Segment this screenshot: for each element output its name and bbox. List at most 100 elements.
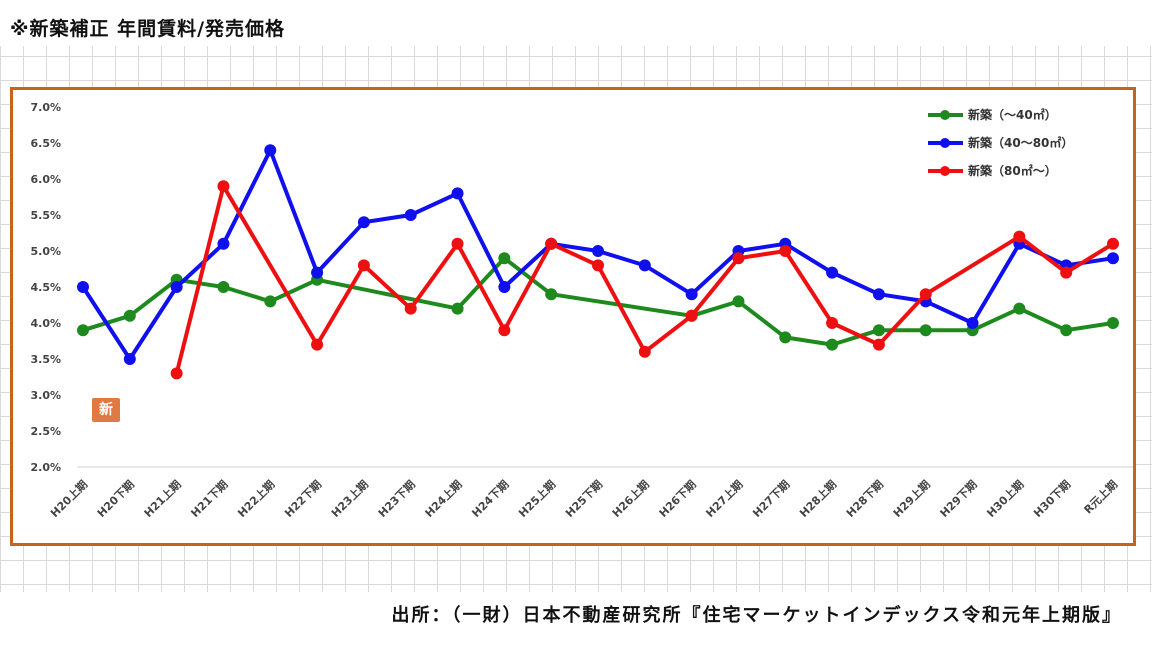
data-point[interactable] [311,266,324,279]
legend: 新築（～40㎡） 新築（40～80㎡） 新築（80㎡～） [928,107,1073,178]
data-point[interactable] [404,302,417,315]
data-point[interactable] [451,302,464,315]
data-point[interactable] [638,259,651,272]
data-point[interactable] [77,281,89,293]
data-point[interactable] [217,180,230,193]
data-point[interactable] [123,353,136,365]
x-tick-label: H27下期 [750,477,793,520]
x-tick-label: H29上期 [890,477,933,520]
x-tick-label: H24上期 [422,477,465,520]
x-tick-label: H26上期 [609,477,652,520]
x-tick-label: H20下期 [94,477,137,520]
data-point[interactable] [826,317,839,329]
page-title: ※新築補正 年間賃料/発売価格 [10,18,286,40]
y-tick-label: 6.5% [30,137,61,150]
data-point[interactable] [685,288,698,301]
title-band [0,0,1152,46]
x-tick-label: H25上期 [516,477,559,520]
data-point[interactable] [77,324,89,337]
legend-marker [940,166,950,176]
x-tick-label: H20上期 [47,477,90,520]
y-tick-label: 7.0% [30,101,61,114]
y-axis: 7.0% 6.5% 6.0% 5.5% 5.0% 4.5% 4.0% 3.5% 3.0% 2.5%… [30,101,1133,474]
data-point[interactable] [1107,237,1119,250]
data-point[interactable] [311,338,324,351]
data-point[interactable] [1060,266,1073,279]
data-point[interactable] [779,331,792,344]
x-tick-label: H26下期 [656,477,699,520]
x-tick-label: H21下期 [188,477,231,520]
y-tick-label: 4.5% [30,281,61,294]
data-point[interactable] [170,367,183,380]
data-point[interactable] [638,345,651,358]
data-point[interactable] [592,259,604,272]
y-tick-label: 2.0% [30,461,61,474]
x-tick-label: H21上期 [141,477,184,520]
data-point[interactable] [1107,317,1119,329]
data-point[interactable] [592,245,604,257]
data-point[interactable] [685,309,698,322]
data-point[interactable] [872,338,885,351]
data-point[interactable] [545,237,558,250]
data-point[interactable] [451,237,464,250]
x-axis: H20上期 H20下期 H21上期 H21下期 H22上期 H22下期 H23上期 H23下期… [47,477,1120,520]
x-tick-label: H23上期 [328,477,371,520]
data-point[interactable] [919,324,932,337]
y-tick-label: 5.0% [30,245,61,258]
data-point[interactable] [872,288,885,301]
x-tick-label: H22下期 [281,477,324,520]
legend-label: 新築（80㎡～） [968,163,1057,178]
legend-marker [940,138,950,148]
data-point[interactable] [872,324,885,337]
y-tick-label: 3.5% [30,353,61,366]
x-tick-label: H30上期 [984,477,1027,520]
y-tick-label: 4.0% [30,317,61,330]
x-tick-label: H30下期 [1031,477,1074,520]
data-point[interactable] [826,338,839,351]
legend-label: 新築（～40㎡） [968,107,1057,122]
chart-frame[interactable]: 7.0% 6.5% 6.0% 5.5% 5.0% 4.5% 4.0% 3.5% 3.0% 2.5%… [10,87,1136,546]
x-tick-label: H23下期 [375,477,418,520]
data-point[interactable] [451,187,464,200]
data-point[interactable] [217,281,230,293]
data-point[interactable] [919,288,932,301]
data-point[interactable] [1013,230,1026,243]
data-point[interactable] [826,266,839,279]
y-tick-label: 2.5% [30,425,61,438]
x-tick-label: H28下期 [843,477,886,520]
x-tick-label: H28上期 [796,477,839,520]
data-point[interactable] [357,259,370,272]
data-point[interactable] [217,237,230,250]
data-point[interactable] [404,209,417,221]
stamp-icon: 新 [92,398,120,422]
data-point[interactable] [545,288,558,301]
data-point[interactable] [357,216,370,229]
legend-marker [940,110,950,120]
x-tick-label: H24下期 [469,477,512,520]
data-point[interactable] [498,252,511,265]
data-point[interactable] [123,309,136,322]
data-point[interactable] [1013,302,1026,315]
data-point[interactable] [966,317,979,329]
data-point[interactable] [170,281,183,293]
data-point[interactable] [264,295,277,308]
y-tick-label: 5.5% [30,209,61,222]
legend-label: 新築（40～80㎡） [968,135,1073,150]
data-point[interactable] [498,281,511,293]
data-point[interactable] [732,295,745,308]
y-tick-label: 6.0% [30,173,61,186]
data-point[interactable] [1107,252,1119,265]
data-point[interactable] [779,245,792,257]
line-chart: 7.0% 6.5% 6.0% 5.5% 5.0% 4.5% 4.0% 3.5% 3.0% 2.5%… [30,101,1133,520]
x-tick-label: H27上期 [703,477,746,520]
source-note: 出所：（一財）日本不動産研究所『住宅マーケットインデックス令和元年上期版』 [391,605,1122,626]
data-point[interactable] [498,324,511,337]
x-tick-label: H25下期 [562,477,605,520]
x-tick-label: R元上期 [1081,477,1120,516]
data-point[interactable] [264,144,277,157]
x-tick-label: H22上期 [235,477,278,520]
x-tick-label: H29下期 [937,477,980,520]
data-point[interactable] [1060,324,1073,337]
data-point[interactable] [732,252,745,265]
y-tick-label: 3.0% [30,389,61,402]
